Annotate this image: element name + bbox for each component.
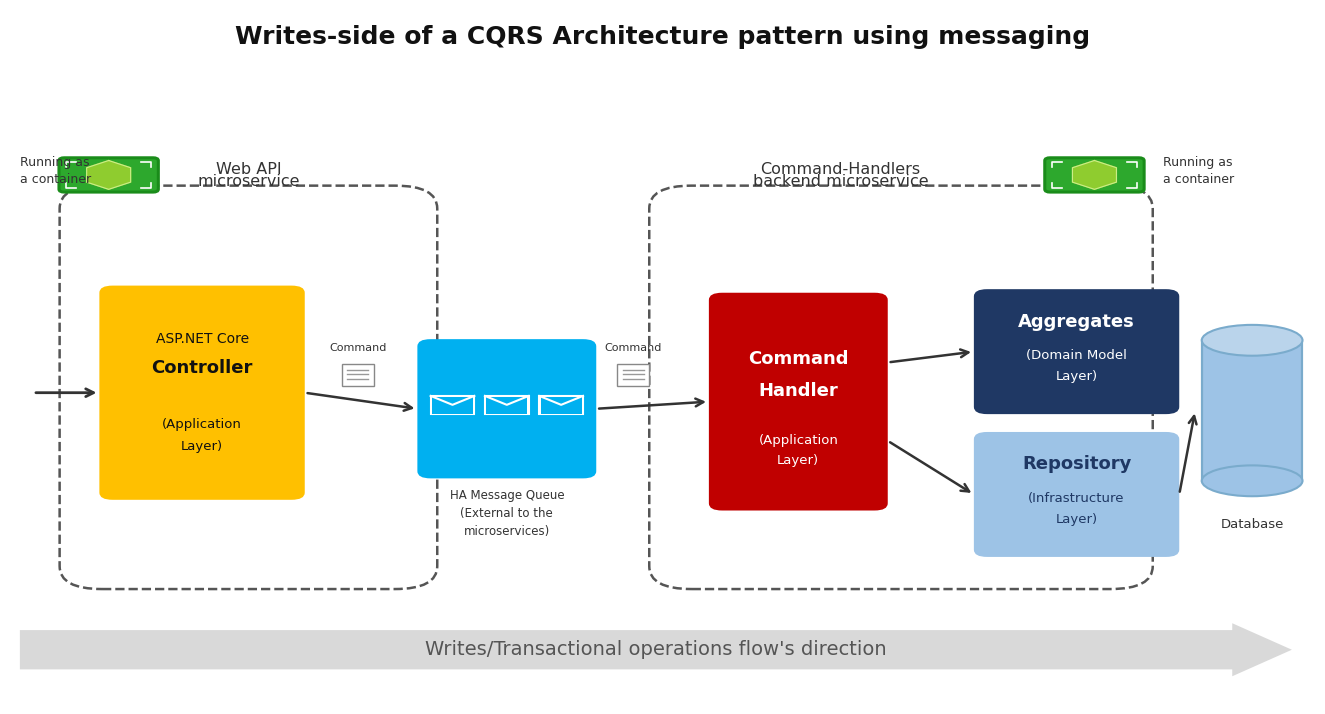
FancyBboxPatch shape: [486, 397, 527, 414]
FancyBboxPatch shape: [431, 396, 474, 414]
Text: Writes/Transactional operations flow's direction: Writes/Transactional operations flow's d…: [425, 640, 886, 659]
Text: Running as
a container: Running as a container: [20, 156, 91, 186]
FancyBboxPatch shape: [60, 158, 159, 192]
Ellipse shape: [1202, 325, 1302, 356]
Text: HA Message Queue
(External to the
microservices): HA Message Queue (External to the micros…: [449, 489, 564, 538]
FancyBboxPatch shape: [709, 293, 888, 511]
Text: Layer): Layer): [778, 453, 819, 467]
Text: (Application: (Application: [162, 418, 242, 431]
Text: Layer): Layer): [182, 440, 223, 453]
Text: Running as
a container: Running as a container: [1163, 156, 1235, 186]
FancyBboxPatch shape: [417, 339, 596, 478]
Text: Command: Command: [604, 343, 662, 353]
FancyArrow shape: [20, 623, 1292, 676]
Text: backend microservice: backend microservice: [753, 174, 929, 189]
Text: (Application: (Application: [758, 434, 839, 448]
Text: Database: Database: [1220, 518, 1284, 531]
Text: Command: Command: [749, 350, 848, 368]
Ellipse shape: [1202, 466, 1302, 496]
Text: Command-Handlers: Command-Handlers: [761, 162, 921, 177]
FancyBboxPatch shape: [432, 397, 473, 414]
FancyBboxPatch shape: [99, 286, 305, 500]
Polygon shape: [86, 161, 131, 189]
Text: Repository: Repository: [1022, 456, 1132, 473]
Text: Layer): Layer): [1056, 513, 1097, 526]
Text: Layer): Layer): [1056, 370, 1097, 383]
FancyBboxPatch shape: [342, 364, 374, 386]
FancyBboxPatch shape: [974, 432, 1179, 557]
Text: Controller: Controller: [151, 358, 253, 377]
Text: Aggregates: Aggregates: [1018, 313, 1136, 331]
FancyBboxPatch shape: [539, 396, 583, 414]
FancyBboxPatch shape: [617, 364, 649, 386]
Bar: [1202, 341, 1302, 481]
Polygon shape: [1072, 161, 1117, 189]
Text: microservice: microservice: [197, 174, 299, 189]
Text: ASP.NET Core: ASP.NET Core: [155, 332, 249, 346]
Text: Command: Command: [329, 343, 387, 353]
Text: Web API: Web API: [216, 162, 281, 177]
FancyBboxPatch shape: [541, 397, 582, 414]
Text: (Infrastructure: (Infrastructure: [1028, 491, 1125, 505]
Text: Handler: Handler: [758, 382, 839, 400]
FancyBboxPatch shape: [485, 396, 529, 414]
FancyBboxPatch shape: [1044, 158, 1143, 192]
Text: Writes-side of a CQRS Architecture pattern using messaging: Writes-side of a CQRS Architecture patte…: [235, 25, 1090, 49]
Text: (Domain Model: (Domain Model: [1026, 348, 1128, 362]
FancyBboxPatch shape: [974, 289, 1179, 414]
